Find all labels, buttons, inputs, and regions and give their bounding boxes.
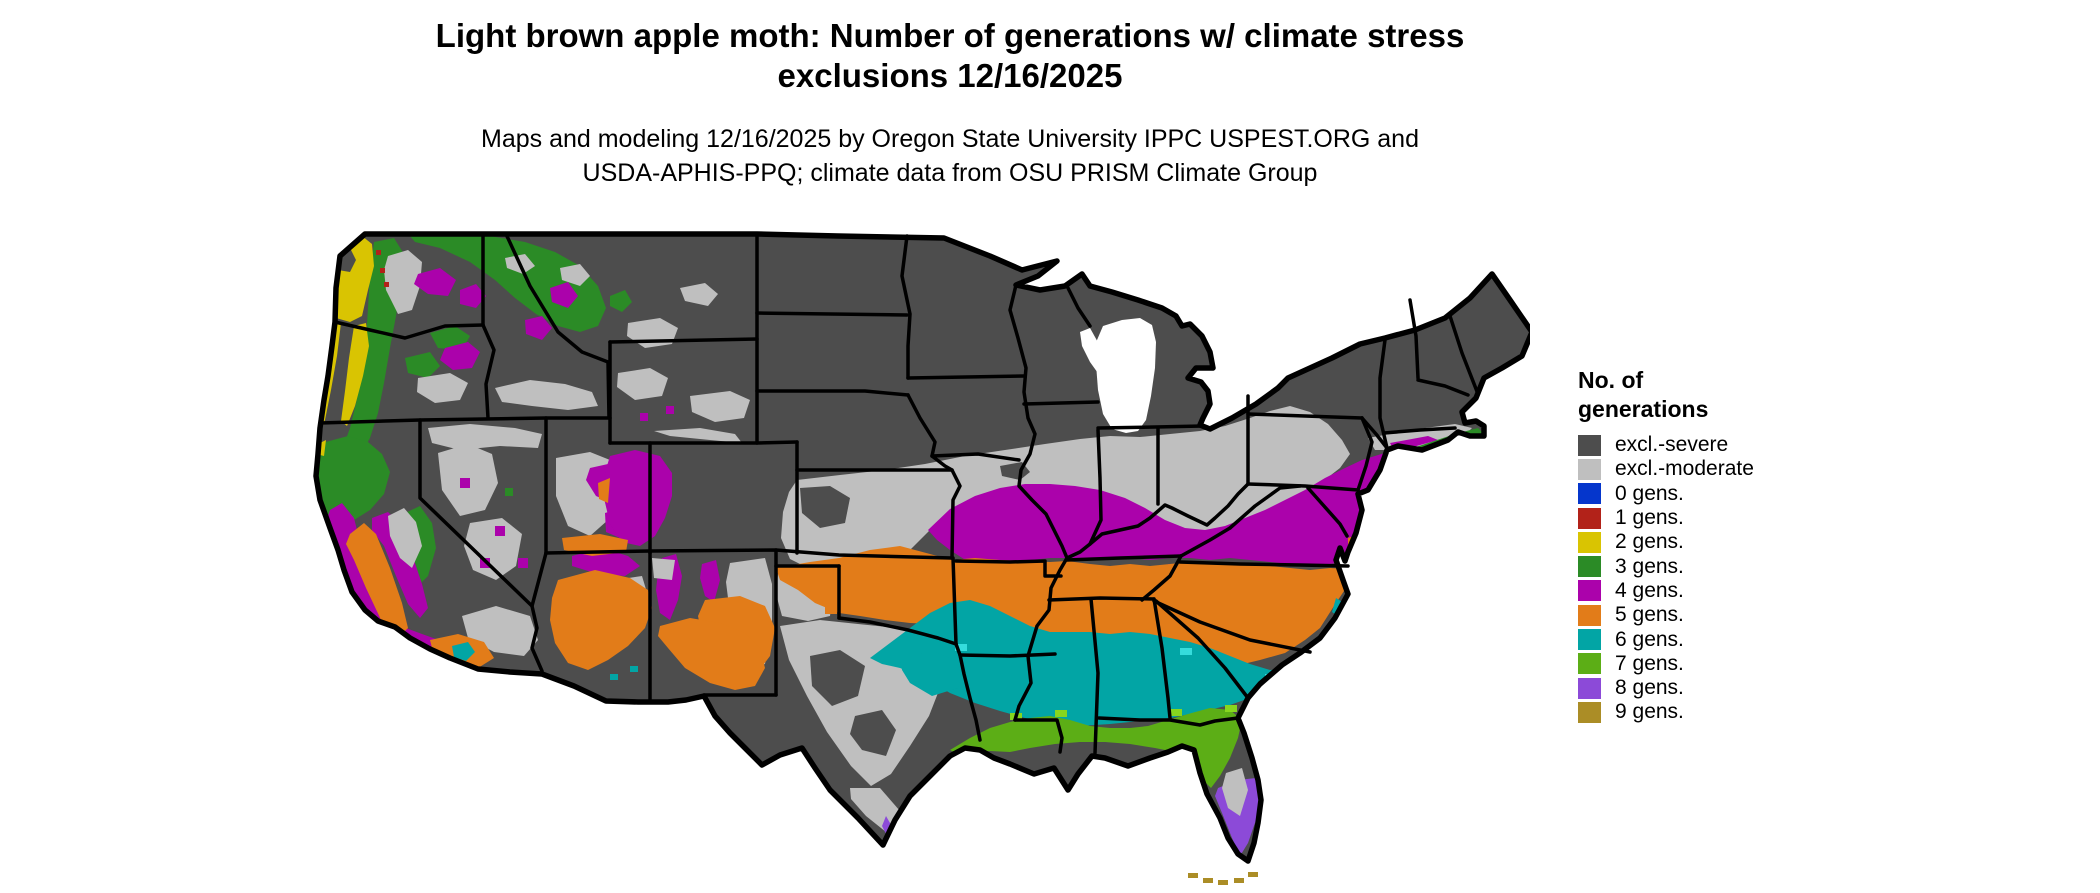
legend-label-g6: 6 gens. <box>1615 627 1684 651</box>
us-map-svg <box>313 231 1535 885</box>
legend-label-moderate: excl.-moderate <box>1615 457 1754 481</box>
legend-label-g5: 5 gens. <box>1615 603 1684 627</box>
legend-swatch-g4 <box>1578 580 1601 602</box>
legend-label-g2: 2 gens. <box>1615 530 1684 554</box>
legend-label-g3: 3 gens. <box>1615 554 1684 578</box>
legend-item: 8 gens. <box>1578 676 1868 700</box>
legend-swatch-g7 <box>1578 653 1601 675</box>
legend-item: 4 gens. <box>1578 579 1868 603</box>
lake-michigan <box>1096 318 1156 433</box>
legend-title: No. of generations <box>1578 367 1709 422</box>
legend-swatch-g2 <box>1578 531 1601 553</box>
legend-items: excl.-severe excl.-moderate 0 gens. 1 gens.… <box>1578 433 1868 725</box>
legend-label-severe: excl.-severe <box>1615 433 1729 457</box>
legend-swatch-g3 <box>1578 556 1601 578</box>
legend-swatch-g9 <box>1578 701 1601 723</box>
figure-title: Light brown apple moth: Number of genera… <box>330 16 1570 96</box>
map-region-9-gens-keys <box>1188 872 1258 885</box>
legend-item: 2 gens. <box>1578 530 1868 554</box>
legend-label-g4: 4 gens. <box>1615 578 1684 602</box>
legend-item: 0 gens. <box>1578 482 1868 506</box>
map-region-excl-moderate-florida <box>1222 768 1248 816</box>
figure-subtitle: Maps and modeling 12/16/2025 by Oregon S… <box>330 122 1570 190</box>
legend-item: 3 gens. <box>1578 554 1868 578</box>
legend-item: 6 gens. <box>1578 627 1868 651</box>
title-line-1: Light brown apple moth: Number of genera… <box>435 17 1465 54</box>
legend-swatch-g8 <box>1578 677 1601 699</box>
legend-item: 5 gens. <box>1578 603 1868 627</box>
legend-swatch-g6 <box>1578 629 1601 651</box>
legend-label-g0: 0 gens. <box>1615 481 1684 505</box>
title-line-2: exclusions 12/16/2025 <box>777 57 1123 94</box>
legend-label-g9: 9 gens. <box>1615 700 1684 724</box>
legend-label-g8: 8 gens. <box>1615 676 1684 700</box>
legend-swatch-severe <box>1578 434 1601 456</box>
legend-label-g1: 1 gens. <box>1615 506 1684 530</box>
map-region-6-gens <box>452 598 1347 726</box>
legend-item: 1 gens. <box>1578 506 1868 530</box>
legend-label-g7: 7 gens. <box>1615 651 1684 675</box>
great-lakes <box>1080 318 1156 433</box>
legend-swatch-g5 <box>1578 604 1601 626</box>
us-outline <box>313 231 1535 864</box>
map-legend: No. of generations excl.-severe excl.-mod… <box>1578 366 1868 725</box>
legend-item: excl.-severe <box>1578 433 1868 457</box>
legend-item: excl.-moderate <box>1578 457 1868 481</box>
subtitle-line-2: USDA-APHIS-PPQ; climate data from OSU PR… <box>582 159 1318 187</box>
state-borders <box>318 232 1480 755</box>
legend-swatch-g0 <box>1578 483 1601 505</box>
map-region-5-gens <box>346 478 1360 690</box>
legend-item: 9 gens. <box>1578 700 1868 724</box>
legend-swatch-g1 <box>1578 507 1601 529</box>
green-bay <box>1080 328 1106 376</box>
legend-item: 7 gens. <box>1578 652 1868 676</box>
legend-swatch-moderate <box>1578 458 1601 480</box>
us-generations-map <box>310 228 1535 888</box>
subtitle-line-1: Maps and modeling 12/16/2025 by Oregon S… <box>481 125 1419 153</box>
